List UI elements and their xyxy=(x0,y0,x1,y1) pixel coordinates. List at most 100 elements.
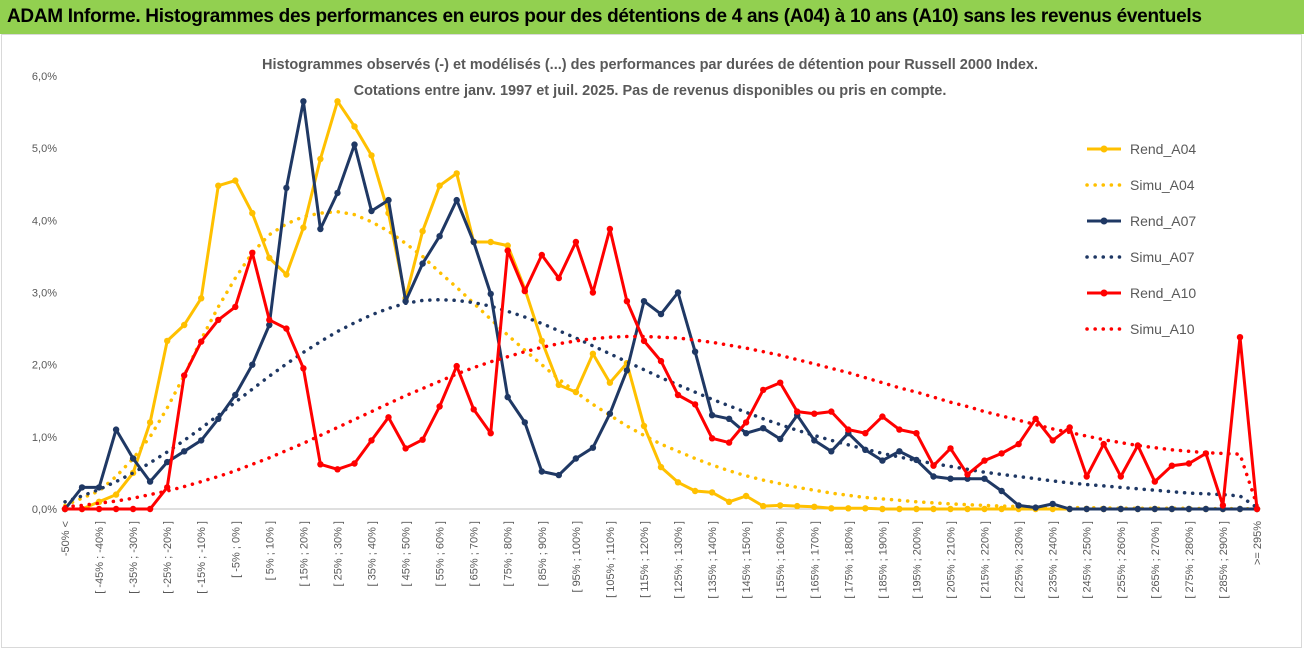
point-rend-a07 xyxy=(1151,505,1159,513)
point-rend-a07 xyxy=(640,298,648,305)
x-tick-label: [ 25% ; 30% ] xyxy=(332,521,344,586)
point-rend-a04 xyxy=(964,505,971,513)
point-rend-a07 xyxy=(521,419,528,426)
point-rend-a04 xyxy=(300,224,307,231)
point-rend-a07 xyxy=(334,189,341,197)
point-rend-a10 xyxy=(368,437,375,444)
point-rend-a07 xyxy=(385,196,392,204)
point-rend-a04 xyxy=(691,487,699,495)
point-rend-a07 xyxy=(266,321,273,329)
point-rend-a07 xyxy=(998,487,1005,495)
point-rend-a07 xyxy=(1134,505,1142,513)
x-tick-label: [ 15% ; 20% ] xyxy=(298,521,310,586)
point-rend-a04 xyxy=(708,489,716,496)
point-rend-a04 xyxy=(811,503,818,510)
point-rend-a04 xyxy=(794,502,801,510)
point-rend-a10 xyxy=(1117,473,1125,480)
x-tick-label: [ 5% ; 10% ] xyxy=(264,521,276,580)
point-rend-a10 xyxy=(828,408,835,415)
x-tick-label: [ 115% ; 120% ] xyxy=(639,521,651,598)
point-rend-a04 xyxy=(862,505,869,512)
point-rend-a07 xyxy=(181,448,188,455)
point-rend-a07 xyxy=(368,207,375,215)
point-rend-a10 xyxy=(811,410,818,417)
point-rend-a10 xyxy=(589,289,597,296)
legend: Rend_A04 Simu_A04 Rend_A07 Simu_A07 Rend_A10… xyxy=(1085,141,1196,337)
point-rend-a10 xyxy=(351,460,358,467)
x-tick-label: [ 175% ; 180% ] xyxy=(843,521,855,599)
chart-frame xyxy=(1,34,1302,648)
x-tick-label: [ 85% ; 90% ] xyxy=(537,521,549,586)
point-rend-a10 xyxy=(794,408,801,415)
point-rend-a04 xyxy=(283,271,290,278)
point-rend-a10 xyxy=(657,357,665,365)
point-rend-a07 xyxy=(555,471,562,479)
x-tick-label: [ 235% ; 240% ] xyxy=(1048,521,1060,599)
point-rend-a04 xyxy=(419,228,426,235)
point-rend-a10 xyxy=(504,247,511,254)
x-tick-label: [ 65% ; 70% ] xyxy=(469,521,481,586)
point-rend-a10 xyxy=(436,403,443,410)
x-tick-label: [ 75% ; 80% ] xyxy=(503,521,515,586)
series-simu-a07 xyxy=(63,297,1259,510)
x-tick-label: [ 155% ; 160% ] xyxy=(775,521,787,599)
x-tick-label: [ 215% ; 220% ] xyxy=(980,521,992,599)
point-rend-a04 xyxy=(112,491,120,498)
point-rend-a04 xyxy=(725,498,733,505)
point-rend-a10 xyxy=(215,316,222,324)
point-rend-a04 xyxy=(232,177,239,184)
point-rend-a07 xyxy=(947,475,954,482)
series-rend-a04 xyxy=(61,98,1261,513)
legend-label: Simu_A04 xyxy=(1130,177,1195,193)
point-rend-a10 xyxy=(708,435,716,442)
point-rend-a07 xyxy=(300,98,307,105)
point-rend-a04 xyxy=(879,505,886,513)
point-rend-a10 xyxy=(1083,473,1090,480)
x-tick-label: [ 165% ; 170% ] xyxy=(809,521,821,599)
legend-entry-simu-a10: Simu_A10 xyxy=(1085,321,1195,337)
point-rend-a07 xyxy=(249,361,256,368)
x-tick-label: [ 225% ; 230% ] xyxy=(1014,521,1026,599)
point-rend-a10 xyxy=(760,386,767,394)
legend-entry-rend-a04: Rend_A04 xyxy=(1087,141,1196,157)
point-rend-a10 xyxy=(385,414,392,421)
point-rend-a04 xyxy=(334,98,341,105)
point-rend-a04 xyxy=(947,505,954,513)
point-rend-a10 xyxy=(879,413,886,420)
point-rend-a04 xyxy=(146,419,154,426)
point-rend-a07 xyxy=(78,484,86,491)
point-rend-a04 xyxy=(981,505,988,513)
x-tick-label: [ -5% ; 0% ] xyxy=(230,521,242,578)
x-tick-label: [ 255% ; 260% ] xyxy=(1116,521,1128,599)
point-rend-a10 xyxy=(129,505,137,513)
point-rend-a07 xyxy=(419,260,426,267)
point-rend-a04 xyxy=(998,505,1005,513)
point-rend-a10 xyxy=(947,445,954,452)
point-rend-a10 xyxy=(198,338,205,345)
point-rend-a10 xyxy=(232,303,239,311)
x-tick-label: >= 295% xyxy=(1252,521,1264,565)
x-tick-label: [ 55% ; 60% ] xyxy=(435,521,447,586)
point-rend-a10 xyxy=(998,450,1005,457)
point-rend-a10 xyxy=(419,436,426,443)
point-rend-a10 xyxy=(266,316,273,324)
point-rend-a10 xyxy=(300,365,307,372)
point-rend-a10 xyxy=(112,505,120,513)
point-rend-a07 xyxy=(487,290,494,298)
point-rend-a10 xyxy=(606,225,614,233)
point-rend-a07 xyxy=(470,238,477,246)
legend-label: Simu_A10 xyxy=(1130,321,1195,337)
point-rend-a07 xyxy=(1202,505,1210,513)
point-rend-a04 xyxy=(742,492,750,500)
x-tick-label: [ -45% ; -40% ] xyxy=(94,521,106,594)
x-tick-label: [ 95% ; 100% ] xyxy=(571,521,583,593)
point-rend-a07 xyxy=(453,196,460,204)
point-rend-a07 xyxy=(129,455,137,462)
x-tick-label: [ 245% ; 250% ] xyxy=(1082,521,1094,599)
point-rend-a07 xyxy=(112,426,120,433)
x-tick-label: [ 195% ; 200% ] xyxy=(911,521,923,599)
point-rend-a10 xyxy=(181,372,188,379)
point-rend-a10 xyxy=(845,426,852,433)
x-tick-label: [ -15% ; -10% ] xyxy=(196,521,208,594)
